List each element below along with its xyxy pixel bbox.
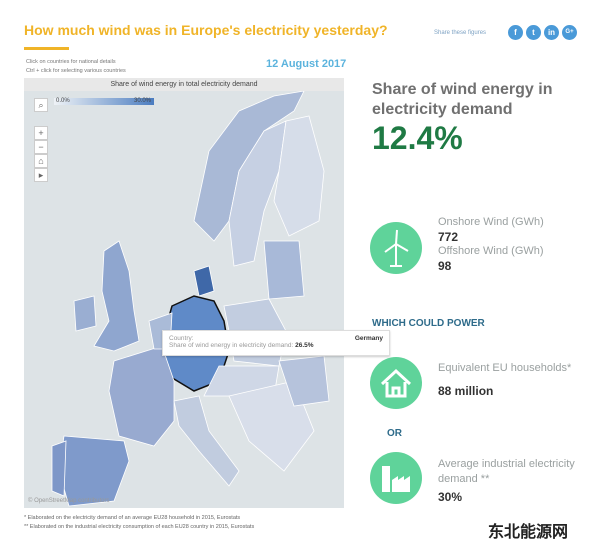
legend-max: 30.0% <box>134 98 152 104</box>
households-value: 88 million <box>438 384 494 398</box>
households-label: Equivalent EU households* <box>438 362 572 374</box>
country-spain[interactable] <box>58 435 130 507</box>
industrial-label: Average industrial electricity demand ** <box>438 458 575 485</box>
country-uk[interactable] <box>93 240 140 352</box>
page-title: How much wind was in Europe's electricit… <box>24 22 388 38</box>
country-denmark[interactable] <box>193 265 215 297</box>
tooltip-share-label: Share of wind energy in electricity dema… <box>169 342 294 349</box>
footnote-1: * Elaborated on the electricity demand o… <box>24 515 241 521</box>
facebook-share-button[interactable]: f <box>508 25 523 40</box>
offshore-label: Offshore Wind (GWh) <box>438 245 544 257</box>
tooltip-share: 26.5% <box>295 342 314 349</box>
industrial-value: 30% <box>438 490 463 504</box>
map-panel[interactable]: Share of wind energy in total electricit… <box>24 78 344 508</box>
zoom-out-button[interactable]: − <box>34 140 48 154</box>
pan-icon[interactable]: ▸ <box>34 168 48 182</box>
house-icon <box>370 357 422 409</box>
title-underline <box>24 47 69 50</box>
tooltip-country-label: Country: <box>169 335 194 342</box>
home-icon[interactable]: ⌂ <box>34 154 48 168</box>
search-icon[interactable]: ⌕ <box>34 98 48 112</box>
country-norway[interactable] <box>193 91 305 242</box>
footnote-2: ** Elaborated on the industrial electric… <box>24 524 255 530</box>
watermark: 东北能源网 <box>488 524 569 541</box>
instruction-1: Click on countries for national details <box>26 59 116 65</box>
share-title: Share of wind energy in electricity dema… <box>372 81 553 118</box>
date: 12 August 2017 <box>266 58 347 70</box>
country-finland[interactable] <box>273 115 325 237</box>
instruction-2: Ctrl + click for selecting various count… <box>26 68 126 74</box>
legend-gradient <box>54 98 154 105</box>
onshore-label: Onshore Wind (GWh) <box>438 216 544 228</box>
map-tooltip: Country: Germany Share of wind energy in … <box>162 330 390 356</box>
share-value: 12.4% <box>372 120 463 156</box>
map-title: Share of wind energy in total electricit… <box>24 78 344 91</box>
country-portugal[interactable] <box>51 440 67 497</box>
onshore-value: 772 <box>438 230 459 244</box>
which-could-power-heading: WHICH COULD POWER <box>372 318 485 329</box>
googleplus-share-button[interactable]: G+ <box>562 25 577 40</box>
country-ireland[interactable] <box>73 295 97 332</box>
country-romania[interactable] <box>278 355 330 407</box>
map-attribution[interactable]: © OpenStreetMap contributors <box>28 498 110 504</box>
twitter-share-button[interactable]: t <box>526 25 541 40</box>
or-label: OR <box>387 428 402 439</box>
country-france[interactable] <box>108 345 175 447</box>
europe-map[interactable] <box>24 91 344 508</box>
country-italy[interactable] <box>173 395 240 487</box>
country-baltics[interactable] <box>263 240 305 300</box>
zoom-in-button[interactable]: + <box>34 126 48 140</box>
factory-icon <box>370 452 422 504</box>
tooltip-country: Germany <box>354 335 383 342</box>
linkedin-share-button[interactable]: in <box>544 25 559 40</box>
share-label: Share these figures <box>434 30 487 36</box>
legend-min: 0.0% <box>56 98 70 104</box>
offshore-value: 98 <box>438 259 452 273</box>
wind-turbine-icon <box>370 222 422 274</box>
